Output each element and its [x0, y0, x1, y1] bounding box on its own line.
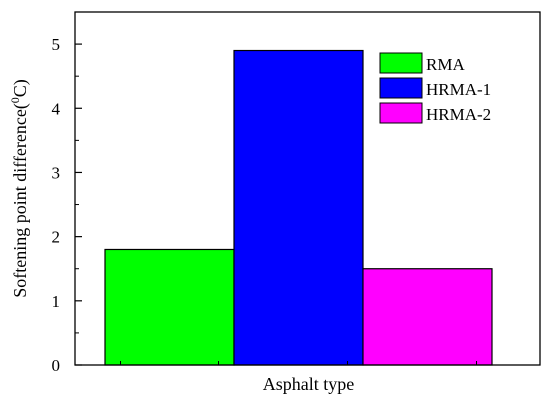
- y-axis-label: Softening point difference(0C): [8, 79, 31, 298]
- y-tick-label: 5: [52, 35, 61, 54]
- bar-hrma-2: [362, 268, 493, 366]
- y-axis-label-main: Softening point difference(: [10, 103, 31, 298]
- legend-swatch-hrma-2: [379, 102, 423, 124]
- y-axis-label-tail: C): [10, 79, 31, 97]
- legend-swatch-rma: [379, 52, 423, 74]
- minor-ticks-group: [120, 361, 477, 365]
- y-tick-label: 2: [52, 228, 61, 247]
- y-tick-label: 4: [52, 99, 61, 118]
- y-tick-label: 3: [52, 163, 61, 182]
- bars-group: [104, 49, 493, 366]
- bar-hrma-1: [233, 49, 364, 366]
- plot-frame: [74, 11, 541, 366]
- y-tick-label: 0: [52, 356, 61, 375]
- y-axis-label-sup: 0: [8, 97, 22, 103]
- legend-label-hrma-2: HRMA-2: [426, 105, 491, 124]
- legend-label-rma: RMA: [426, 55, 465, 74]
- x-axis-label: Asphalt type: [263, 374, 355, 394]
- y-tick-label: 1: [52, 292, 61, 311]
- legend-label-hrma-1: HRMA-1: [426, 80, 491, 99]
- bar-rma: [104, 248, 235, 366]
- y-axis-ticks: 0 1 2 3 4 5: [52, 35, 82, 375]
- legend-swatch-hrma-1: [379, 77, 423, 99]
- legend: RMA HRMA-1 HRMA-2: [379, 52, 491, 124]
